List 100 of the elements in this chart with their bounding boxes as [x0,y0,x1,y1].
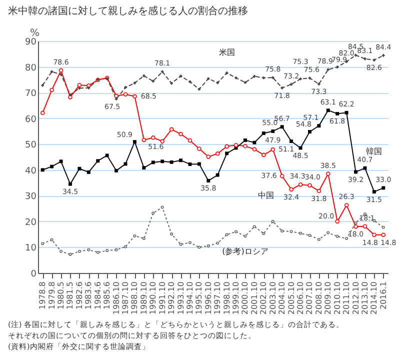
point [50,70,54,74]
point [170,232,174,236]
point [188,162,192,166]
point [381,232,386,237]
x-tick-label: 1980.5 [56,282,66,310]
point [198,246,201,249]
point [114,248,118,252]
point [216,242,220,245]
y-tick-label: 80 [25,63,37,74]
point [224,144,229,149]
point [160,70,164,74]
x-tick-label: 1985.6 [102,282,112,310]
x-tick-label: 2003.10 [268,282,278,315]
x-tick-label: 2004.10 [278,282,287,315]
x-tick-label: 2008.10 [314,282,324,315]
point [50,238,54,242]
point [308,76,312,80]
point [336,112,340,116]
point [198,88,201,91]
point [132,140,136,144]
x-tick-label: 1999.10 [232,282,241,315]
point [280,125,284,129]
point [188,241,192,244]
point [344,203,349,208]
point [298,182,303,187]
point [262,76,266,80]
point [262,152,266,158]
point [290,230,293,234]
series-label: (参考)ロシア [222,247,268,256]
point [372,232,376,237]
point [124,245,128,248]
point [225,233,228,236]
point [50,88,54,92]
x-tick-label: 2009.10 [324,282,333,315]
point [326,68,330,72]
point [68,182,72,186]
x-tick-label: 1990.10 [148,282,158,315]
point [345,236,348,240]
x-tick-label: 1992.10 [167,282,176,315]
point [179,158,182,162]
point [59,160,63,164]
point [86,170,90,174]
point [215,152,220,156]
point [372,190,376,194]
y-tick-label: 10 [25,244,37,254]
x-tick-label: 1997.10 [213,282,222,315]
point [244,234,247,238]
point [336,234,339,238]
point [290,140,294,144]
y-tick-label: 0 [30,270,37,280]
point [160,160,164,164]
y-tick-label: 70 [25,89,37,100]
x-tick-label: 1989.10 [139,282,148,315]
x-tick-label: 1986.10 [112,282,121,315]
point [362,224,368,228]
point [253,74,256,78]
point [170,160,174,164]
x-tick-label: 2000.10 [240,282,250,315]
x-tick-label: 1984.6 [93,282,102,310]
x-tick-label: 1981.5 [66,282,75,310]
point [216,81,220,84]
x-tick-label: 2005.10 [286,282,296,315]
point [318,82,320,86]
x-tick-label: 1994.10 [185,282,194,315]
text: 米国 [218,48,235,57]
x-tick-label: 2012.10 [351,282,360,315]
x-tick-label: 1979.8 [47,282,56,310]
point [179,242,182,246]
series-label: 中国 [258,191,274,200]
point [68,252,72,256]
point [243,144,248,148]
y-tick-label: 60 [25,114,37,125]
point [234,76,238,80]
point [289,187,294,192]
point [252,140,256,144]
point [152,80,155,83]
point [169,127,174,132]
y-tick-label: 40 [25,166,37,176]
point [252,225,256,228]
x-tick-label: 2001.10 [250,282,259,315]
point [234,143,238,148]
point [252,147,257,152]
x-tick-label: 1982.6 [74,282,84,310]
point [152,212,155,215]
point [336,66,339,68]
x-tick-label: 1993.10 [176,282,186,315]
point [87,86,90,90]
point [326,108,330,112]
point [123,92,128,96]
point [354,221,358,225]
point [280,86,284,90]
x-tick-label: 2002.10 [259,282,268,315]
y-tick-label: 90 [25,38,37,48]
point [308,234,312,237]
point [354,224,358,229]
point [142,236,146,240]
point [262,232,266,236]
point [225,72,228,74]
point [326,172,330,176]
point [271,76,274,80]
